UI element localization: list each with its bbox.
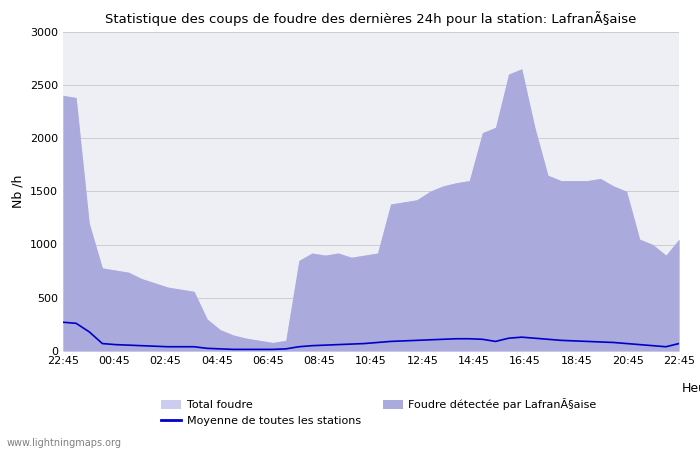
Legend: Total foudre, Moyenne de toutes les stations, Foudre détectée par LafranÃ§aise: Total foudre, Moyenne de toutes les stat… (161, 398, 596, 426)
Text: www.lightningmaps.org: www.lightningmaps.org (7, 438, 122, 448)
Text: Heure: Heure (682, 382, 700, 395)
Title: Statistique des coups de foudre des dernières 24h pour la station: LafranÃ§aise: Statistique des coups de foudre des dern… (105, 11, 637, 26)
Y-axis label: Nb /h: Nb /h (11, 175, 25, 208)
